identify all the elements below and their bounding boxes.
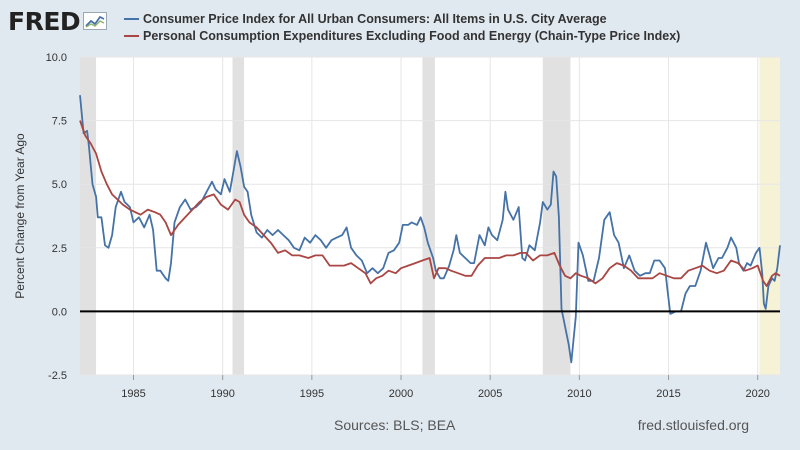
x-tick-label: 2010 — [567, 388, 591, 400]
highlight-band — [759, 57, 780, 375]
axes: -2.5 0.0 2.5 5.0 7.5 10.0 1985 1990 1995 2000 2005… — [46, 52, 770, 400]
y-axis-label: Percent Change from Year Ago — [13, 133, 27, 299]
legend-swatch-cpi — [124, 17, 139, 20]
footer-sources: Sources: BLS; BEA — [334, 417, 456, 433]
line-chart[interactable]: -2.5 0.0 2.5 5.0 7.5 10.0 1985 1990 1995 2000 2005… — [0, 0, 800, 410]
y-tick-label: 0.0 — [52, 306, 67, 318]
line-chart-icon — [83, 12, 108, 30]
recession-band — [80, 57, 97, 375]
x-tick-label: 2000 — [389, 388, 413, 400]
y-tick-label: 7.5 — [52, 116, 67, 128]
recession-shading — [80, 57, 780, 375]
header: FRED Consumer Price Index for All Urban … — [0, 0, 800, 50]
y-tick-label: 10.0 — [46, 52, 67, 64]
chart-legend: Consumer Price Index for All Urban Consu… — [124, 10, 680, 44]
y-tick-label: -2.5 — [48, 370, 67, 382]
series-line-pce — [79, 120, 781, 287]
legend-item-pce[interactable]: Personal Consumption Expenditures Exclud… — [124, 27, 680, 44]
x-tick-label: 1990 — [210, 388, 234, 400]
fred-logo[interactable]: FRED — [8, 6, 108, 36]
y-tick-label: 5.0 — [52, 179, 67, 191]
footer-site-link[interactable]: fred.stlouisfed.org — [637, 417, 749, 433]
y-tick-label: 2.5 — [52, 243, 67, 255]
legend-swatch-pce — [124, 34, 139, 37]
recession-band — [232, 57, 245, 375]
legend-label-cpi: Consumer Price Index for All Urban Consu… — [143, 11, 607, 26]
x-tick-label: 2005 — [478, 388, 502, 400]
x-tick-label: 2015 — [656, 388, 680, 400]
series-lines — [79, 95, 781, 364]
x-tick-label: 1985 — [121, 388, 145, 400]
recession-band — [422, 57, 435, 375]
x-tick-label: 1995 — [300, 388, 324, 400]
legend-label-pce: Personal Consumption Expenditures Exclud… — [143, 28, 681, 43]
fred-logo-text: FRED — [8, 6, 81, 36]
legend-item-cpi[interactable]: Consumer Price Index for All Urban Consu… — [124, 10, 680, 27]
recession-band — [542, 57, 571, 375]
x-tick-label: 2020 — [745, 388, 769, 400]
